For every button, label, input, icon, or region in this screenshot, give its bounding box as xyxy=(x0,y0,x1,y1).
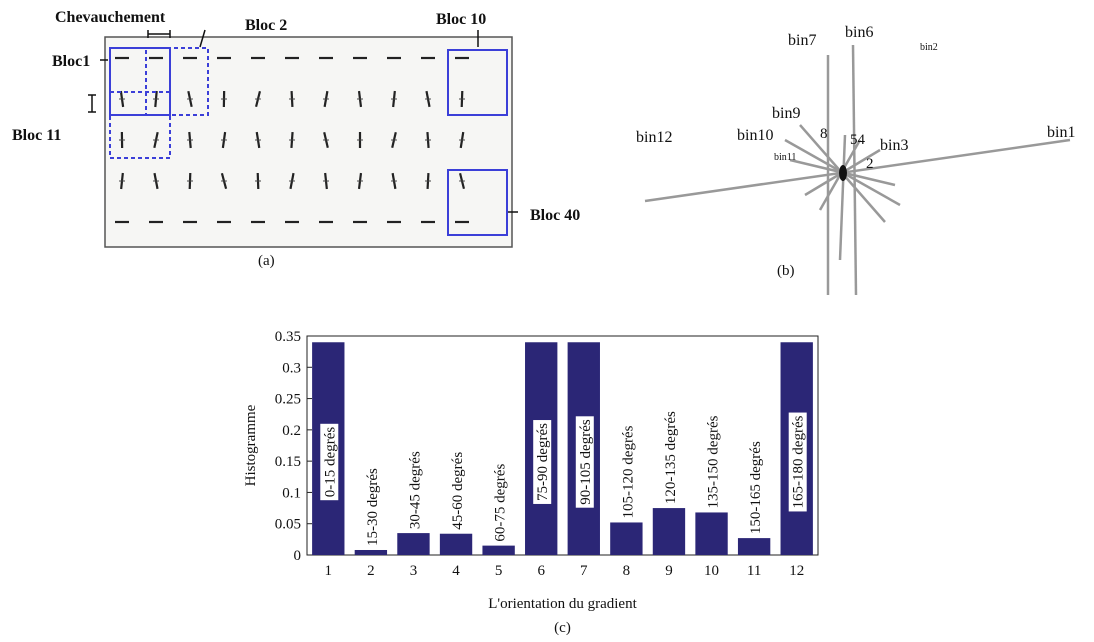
bar-label: 165-180 degrés xyxy=(791,415,807,508)
label: bin9 xyxy=(772,105,800,122)
x-tick-label: 10 xyxy=(704,563,719,579)
center xyxy=(839,165,847,181)
panel-b xyxy=(645,45,1070,295)
y-tick-label: 0.2 xyxy=(282,423,301,439)
panel-a: Chevauchement Bloc 2 Bloc 10 Bloc1 Bloc … xyxy=(12,9,580,269)
y-tick-label: 0.05 xyxy=(275,517,301,533)
caption: (c) xyxy=(554,620,571,636)
bar-label: 30-45 degrés xyxy=(407,451,423,529)
bar xyxy=(610,522,642,555)
y-tick-label: 0.3 xyxy=(282,360,301,376)
spoke xyxy=(840,135,845,260)
label: 2 xyxy=(866,156,874,172)
bar-label: 60-75 degrés xyxy=(493,464,509,542)
label: bin11 xyxy=(774,152,796,163)
label: bin6 xyxy=(845,24,873,41)
label: bin7 xyxy=(788,32,816,49)
bar-label: 45-60 degrés xyxy=(450,452,466,530)
label: Bloc1 xyxy=(52,53,90,70)
x-tick-label: 4 xyxy=(452,563,460,579)
x-tick-label: 12 xyxy=(789,563,804,579)
label: 54 xyxy=(850,132,866,148)
label: Bloc 2 xyxy=(245,17,287,34)
label: Bloc 11 xyxy=(12,127,61,144)
bar xyxy=(482,546,514,555)
x-tick-label: 11 xyxy=(747,563,761,579)
bar-label: 15-30 degrés xyxy=(365,468,381,546)
bar xyxy=(653,508,685,555)
bar-label: 135-150 degrés xyxy=(706,415,722,508)
label: bin2 xyxy=(920,42,938,53)
x-tick-label: 1 xyxy=(325,563,333,579)
bar-label: 150-165 degrés xyxy=(748,441,764,534)
figure: Chevauchement Bloc 2 Bloc 10 Bloc1 Bloc … xyxy=(0,0,1094,642)
bar xyxy=(355,550,387,555)
bar xyxy=(738,538,770,555)
caption: (b) xyxy=(777,263,795,279)
x-tick-label: 8 xyxy=(623,563,631,579)
caption: (a) xyxy=(258,253,275,269)
label: Bloc 10 xyxy=(436,11,486,28)
x-axis-label: L'orientation du gradient xyxy=(488,596,637,612)
bar xyxy=(440,534,472,555)
label: 8 xyxy=(820,126,828,142)
bar-label: 0-15 degrés xyxy=(322,427,338,498)
image-frame xyxy=(105,37,512,247)
x-tick-label: 3 xyxy=(410,563,418,579)
label: bin1 xyxy=(1047,124,1075,141)
bar xyxy=(695,512,727,555)
bar-label: 105-120 degrés xyxy=(620,425,636,518)
label: bin12 xyxy=(636,129,672,146)
y-tick-label: 0.15 xyxy=(275,454,301,470)
y-tick-label: 0 xyxy=(294,548,302,564)
y-tick-label: 0.1 xyxy=(282,485,301,501)
x-tick-label: 5 xyxy=(495,563,503,579)
plot-area xyxy=(307,336,818,555)
label: bin10 xyxy=(737,127,773,144)
x-tick-label: 7 xyxy=(580,563,588,579)
y-axis-label: Histogramme xyxy=(243,404,259,486)
x-tick-label: 6 xyxy=(537,563,545,579)
bar-label: 90-105 degrés xyxy=(578,419,594,505)
x-tick-label: 9 xyxy=(665,563,673,579)
y-tick-label: 0.35 xyxy=(275,329,301,345)
bar-label: 120-135 degrés xyxy=(663,411,679,504)
bar xyxy=(397,533,429,555)
page: { "panel_a": { "overlap": "Chevauchement… xyxy=(0,0,1094,642)
panel-c: 0 0.05 0.1 0.15 0.2 0.25 0.3 0.35 1 0-15 degrés 2 1… xyxy=(243,329,818,636)
y-tick-label: 0.25 xyxy=(275,392,301,408)
label: Bloc 40 xyxy=(530,207,580,224)
bar-label: 75-90 degrés xyxy=(535,423,551,501)
label: Chevauchement xyxy=(55,9,166,26)
label: bin3 xyxy=(880,137,908,154)
x-tick-label: 2 xyxy=(367,563,375,579)
spoke xyxy=(853,45,856,295)
